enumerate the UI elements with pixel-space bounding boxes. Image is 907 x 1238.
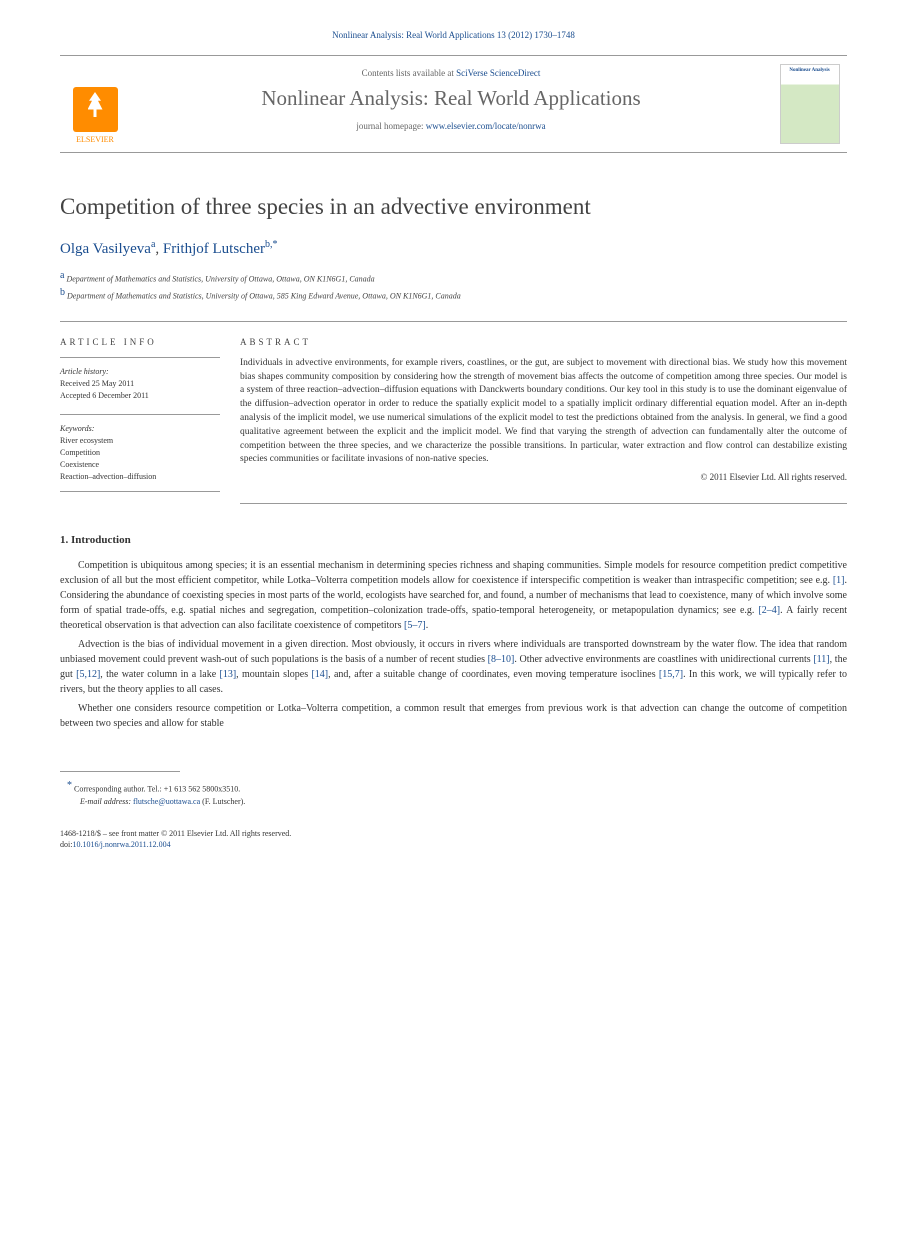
aff-label: b — [60, 287, 65, 298]
keyword: Reaction–advection–diffusion — [60, 471, 220, 483]
header-center: Contents lists available at SciVerse Sci… — [130, 56, 772, 152]
history-block: Article history: Received 25 May 2011 Ac… — [60, 357, 220, 402]
body-text: , and, after a suitable change of coordi… — [328, 669, 659, 680]
affiliation-line: a Department of Mathematics and Statisti… — [60, 268, 847, 286]
doi-label: doi: — [60, 840, 72, 849]
body-text: , mountain slopes — [236, 669, 311, 680]
info-abstract-row: ARTICLE INFO Article history: Received 2… — [60, 321, 847, 504]
body-text: Competition is ubiquitous among species;… — [60, 560, 847, 586]
history-label: Article history: — [60, 366, 220, 378]
corresponding-marker[interactable]: * — [272, 239, 277, 250]
keywords-label: Keywords: — [60, 423, 220, 435]
cover-thumbnail-cell — [772, 56, 847, 152]
body-text: . — [426, 620, 429, 631]
publisher-name: ELSEVIER — [76, 135, 114, 144]
citation-link[interactable]: [5,12] — [76, 669, 100, 680]
article-title: Competition of three species in an advec… — [60, 193, 847, 221]
affiliations: a Department of Mathematics and Statisti… — [60, 268, 847, 303]
authors-line: Olga Vasilyevaa, Frithjof Lutscherb,* — [60, 239, 847, 258]
abstract-column: ABSTRACT Individuals in advective enviro… — [240, 322, 847, 504]
journal-header-box: ELSEVIER Contents lists available at Sci… — [60, 55, 847, 153]
corr-marker: * — [67, 780, 72, 791]
abstract-label: ABSTRACT — [240, 337, 847, 347]
intro-paragraph: Competition is ubiquitous among species;… — [60, 558, 847, 633]
author-link[interactable]: Olga Vasilyeva — [60, 241, 151, 257]
author-link[interactable]: Frithjof Lutscher — [163, 241, 265, 257]
citation-link[interactable]: [5–7] — [404, 620, 426, 631]
keyword: River ecosystem — [60, 435, 220, 447]
contents-prefix: Contents lists available at — [362, 68, 456, 78]
email-footnote: E-mail address: flutsche@uottawa.ca (F. … — [88, 796, 847, 808]
keyword: Competition — [60, 447, 220, 459]
citation-link[interactable]: [14] — [311, 669, 328, 680]
author-sep: , — [155, 241, 163, 257]
homepage-line: journal homepage: www.elsevier.com/locat… — [140, 121, 762, 131]
sciencedirect-link[interactable]: SciVerse ScienceDirect — [456, 68, 540, 78]
email-name: (F. Lutscher). — [202, 797, 245, 806]
doi-link[interactable]: 10.1016/j.nonrwa.2011.12.004 — [72, 840, 170, 849]
corr-text: Corresponding author. Tel.: +1 613 562 5… — [74, 785, 240, 794]
citation-link[interactable]: [13] — [219, 669, 236, 680]
body-text: , the water column in a lake — [100, 669, 219, 680]
body-text: . Other advective environments are coast… — [514, 654, 813, 665]
corresponding-footnote: * Corresponding author. Tel.: +1 613 562… — [75, 778, 847, 796]
doi-line: doi:10.1016/j.nonrwa.2011.12.004 — [60, 839, 847, 850]
keywords-block: Keywords: River ecosystem Competition Co… — [60, 414, 220, 492]
email-link[interactable]: flutsche@uottawa.ca — [133, 797, 200, 806]
journal-name: Nonlinear Analysis: Real World Applicati… — [140, 86, 762, 111]
intro-paragraph: Advection is the bias of individual move… — [60, 637, 847, 697]
introduction-section: 1. Introduction Competition is ubiquitou… — [60, 534, 847, 731]
issn-line: 1468-1218/$ – see front matter © 2011 El… — [60, 828, 847, 839]
received-date: Received 25 May 2011 — [60, 378, 220, 390]
email-label: E-mail address: — [80, 797, 131, 806]
aff-text: Department of Mathematics and Statistics… — [66, 274, 374, 283]
homepage-link[interactable]: www.elsevier.com/locate/nonrwa — [426, 121, 546, 131]
contents-line: Contents lists available at SciVerse Sci… — [140, 68, 762, 78]
intro-paragraph: Whether one considers resource competiti… — [60, 701, 847, 731]
homepage-prefix: journal homepage: — [356, 121, 425, 131]
abstract-text: Individuals in advective environments, f… — [240, 357, 847, 467]
affiliation-line: b Department of Mathematics and Statisti… — [60, 285, 847, 303]
bottom-metadata: 1468-1218/$ – see front matter © 2011 El… — [60, 828, 847, 850]
accepted-date: Accepted 6 December 2011 — [60, 390, 220, 402]
aff-label: a — [60, 270, 64, 281]
journal-cover-thumbnail — [780, 64, 840, 144]
intro-heading: 1. Introduction — [60, 534, 847, 546]
keyword: Coexistence — [60, 459, 220, 471]
citation-link[interactable]: [1] — [833, 575, 845, 586]
aff-text: Department of Mathematics and Statistics… — [67, 292, 461, 301]
citation-link[interactable]: [11] — [813, 654, 829, 665]
footnote-separator — [60, 771, 180, 772]
citation-link[interactable]: [2–4] — [758, 605, 780, 616]
elsevier-tree-icon — [73, 87, 118, 132]
journal-reference: Nonlinear Analysis: Real World Applicati… — [60, 30, 847, 40]
article-info-column: ARTICLE INFO Article history: Received 2… — [60, 322, 240, 504]
abstract-copyright: © 2011 Elsevier Ltd. All rights reserved… — [240, 472, 847, 482]
citation-link[interactable]: [15,7] — [659, 669, 683, 680]
publisher-logo-cell: ELSEVIER — [60, 56, 130, 152]
article-info-label: ARTICLE INFO — [60, 337, 220, 347]
citation-link[interactable]: [8–10] — [488, 654, 515, 665]
